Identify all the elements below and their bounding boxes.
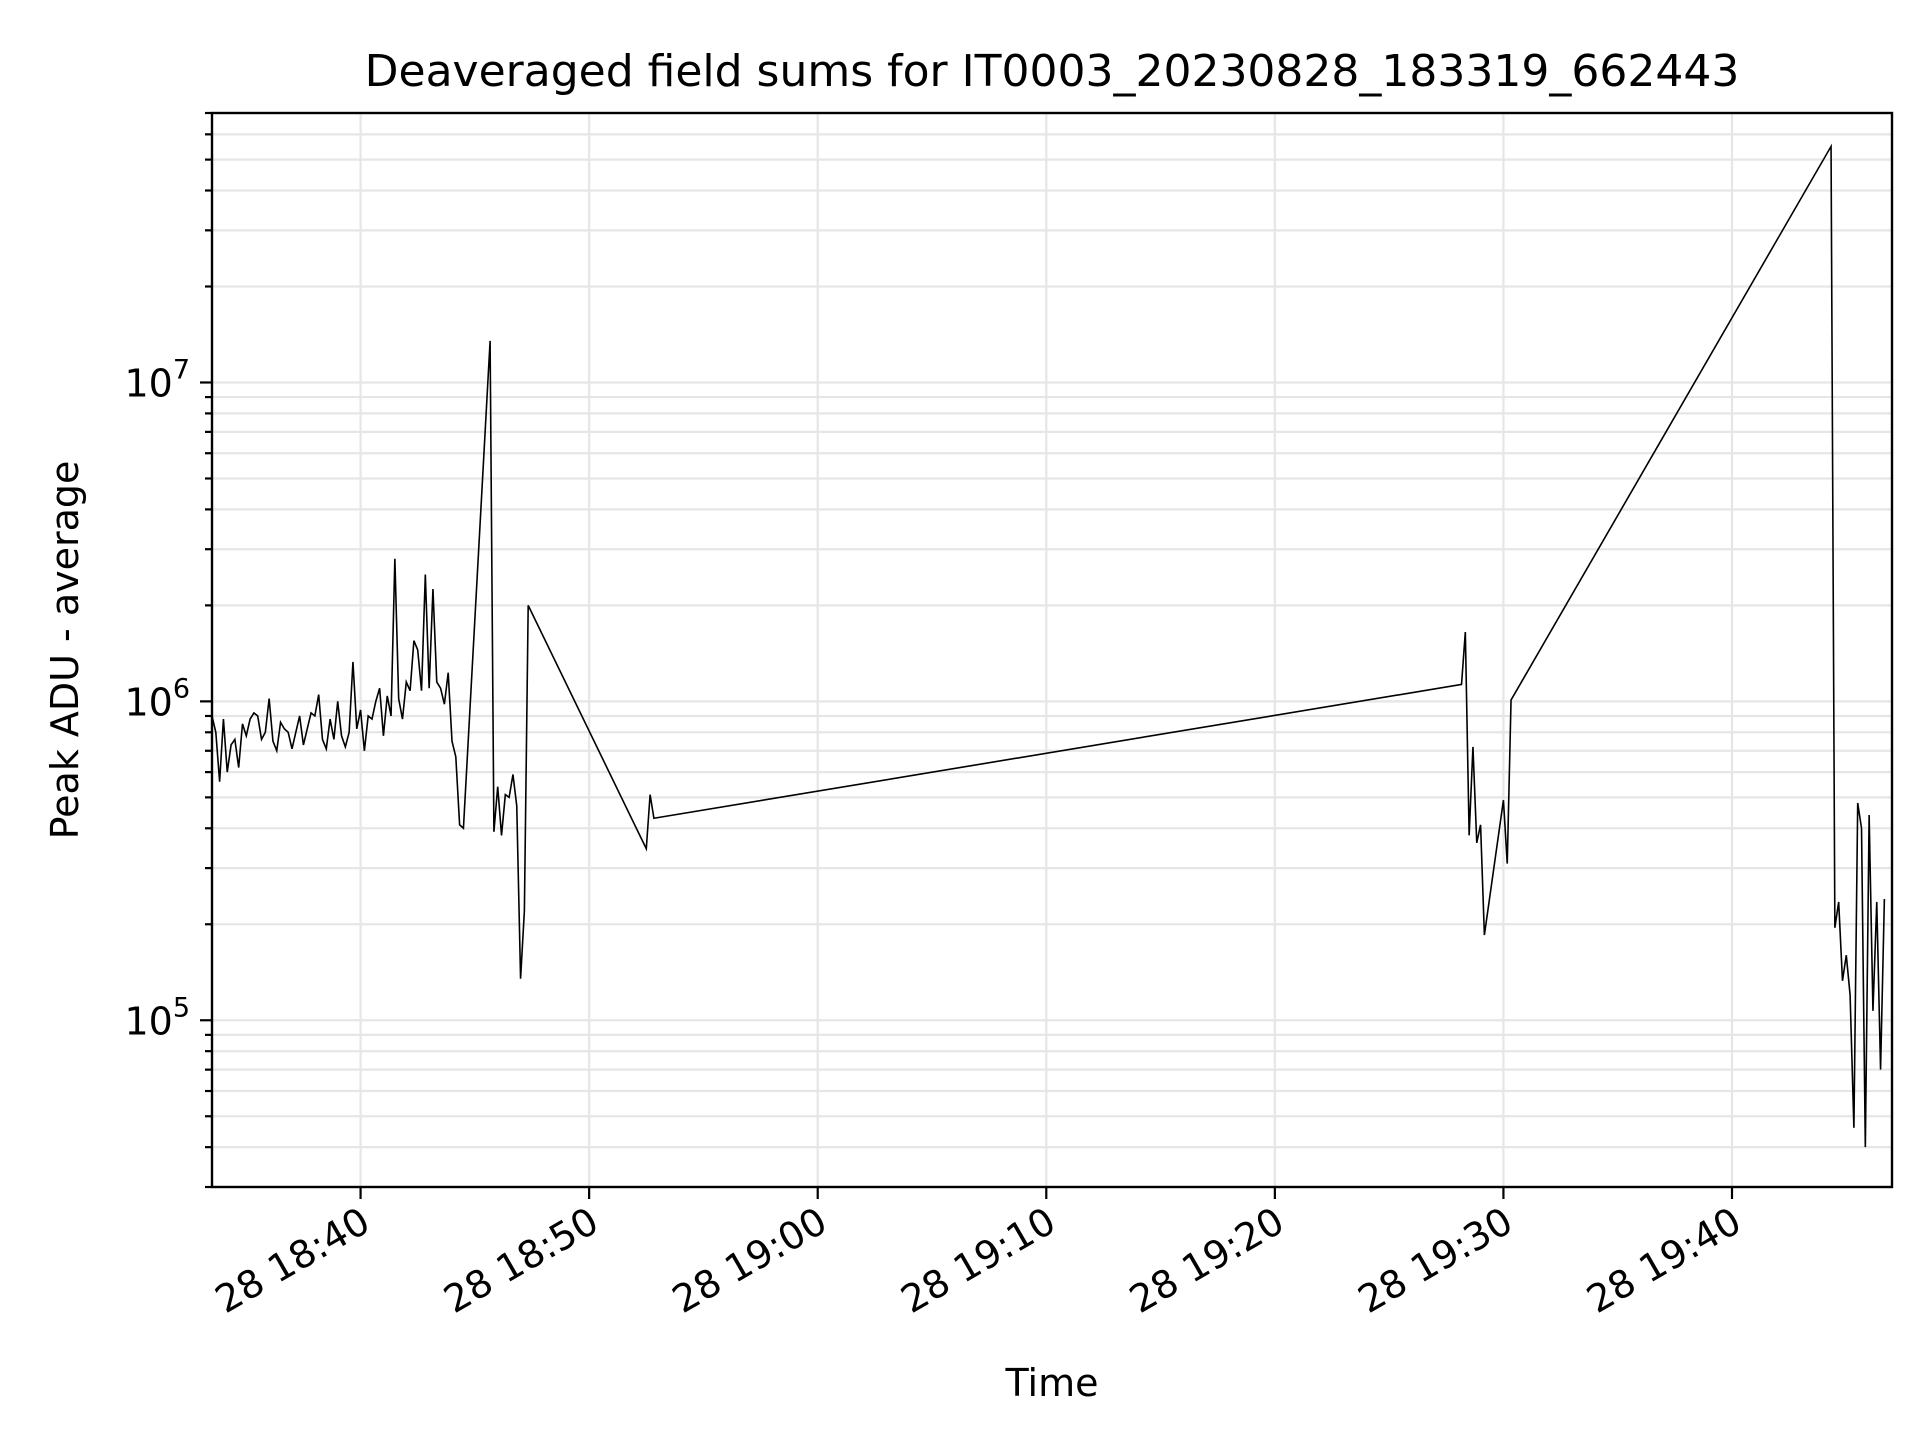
y-tick-label: 107: [124, 354, 190, 405]
y-tick-label: 105: [124, 992, 190, 1043]
x-tick-label: 28 19:40: [1579, 1199, 1748, 1322]
y-tick-label: 106: [124, 673, 190, 724]
plot-frame: [210, 111, 1894, 1189]
x-tick-label: 28 18:40: [208, 1199, 377, 1322]
series-line: [212, 143, 1886, 1148]
x-axis-ticks: 28 18:40 28 18:50 28 19:00 28 19:10 28 19:20…: [208, 1187, 1749, 1322]
x-tick-label: 28 19:10: [894, 1199, 1063, 1322]
chart-title: Deaveraged field sums for IT0003_2023082…: [365, 46, 1740, 97]
x-tick-label: 28 19:00: [665, 1199, 834, 1322]
y-axis-ticks: 105 106 107: [124, 111, 212, 1189]
x-tick-label: 28 18:50: [436, 1199, 605, 1322]
x-axis-label: Time: [1005, 1361, 1099, 1405]
x-tick-label: 28 19:20: [1122, 1199, 1291, 1322]
x-tick-label: 28 19:30: [1351, 1199, 1520, 1322]
y-axis-label: Peak ADU - average: [43, 461, 87, 840]
grid-lines: [212, 111, 1892, 1189]
